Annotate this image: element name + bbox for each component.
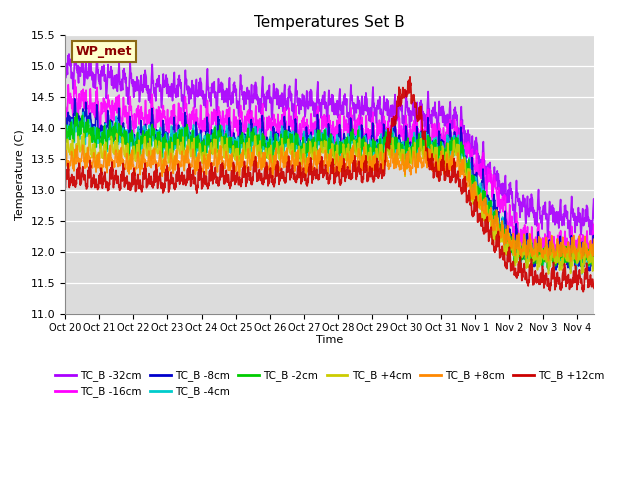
Y-axis label: Temperature (C): Temperature (C) — [15, 129, 25, 220]
Title: Temperatures Set B: Temperatures Set B — [254, 15, 405, 30]
X-axis label: Time: Time — [316, 335, 343, 345]
Text: WP_met: WP_met — [76, 45, 132, 58]
Legend: TC_B -32cm, TC_B -16cm, TC_B -8cm, TC_B -4cm, TC_B -2cm, TC_B +4cm, TC_B +8cm, T: TC_B -32cm, TC_B -16cm, TC_B -8cm, TC_B … — [51, 366, 608, 401]
